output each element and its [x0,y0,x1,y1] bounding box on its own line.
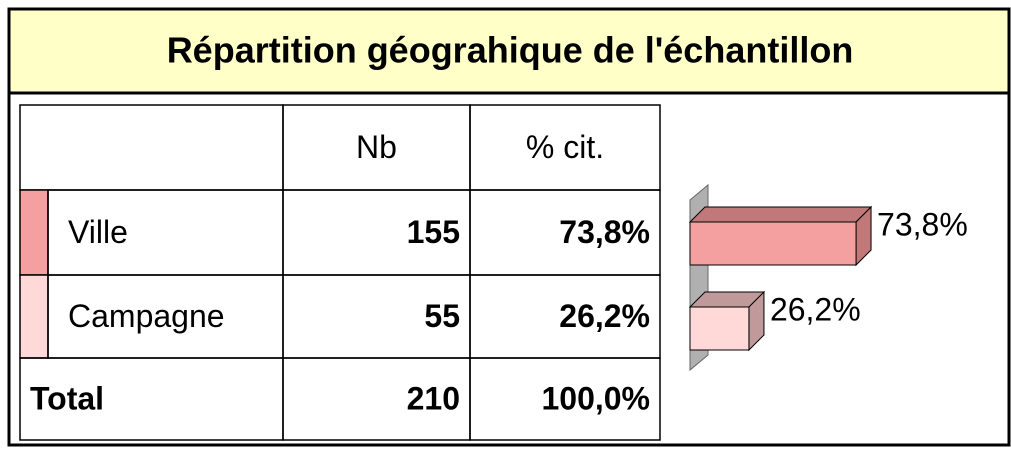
column-header: Nb [356,129,397,165]
column-header: % cit. [526,129,604,165]
data-label: 73,8% [877,206,968,242]
row-label: Ville [68,214,128,250]
title: Répartition géograhique de l'échantillon [167,30,854,71]
table-value: 73,8% [559,214,650,250]
bar [689,221,857,266]
table-value: 26,2% [559,298,650,334]
table-value: 55 [424,298,460,334]
data-label: 26,2% [770,291,861,327]
row-label: Total [30,380,104,416]
row-label: Campagne [68,298,225,334]
title-band [7,7,1011,95]
bar-top [688,206,873,223]
swatch [19,189,49,276]
bar [689,306,750,351]
swatch [19,274,49,359]
table-value: 155 [407,214,460,250]
table-value: 100,0% [541,380,650,416]
table-cell [469,357,661,441]
table-value: 210 [407,380,460,416]
